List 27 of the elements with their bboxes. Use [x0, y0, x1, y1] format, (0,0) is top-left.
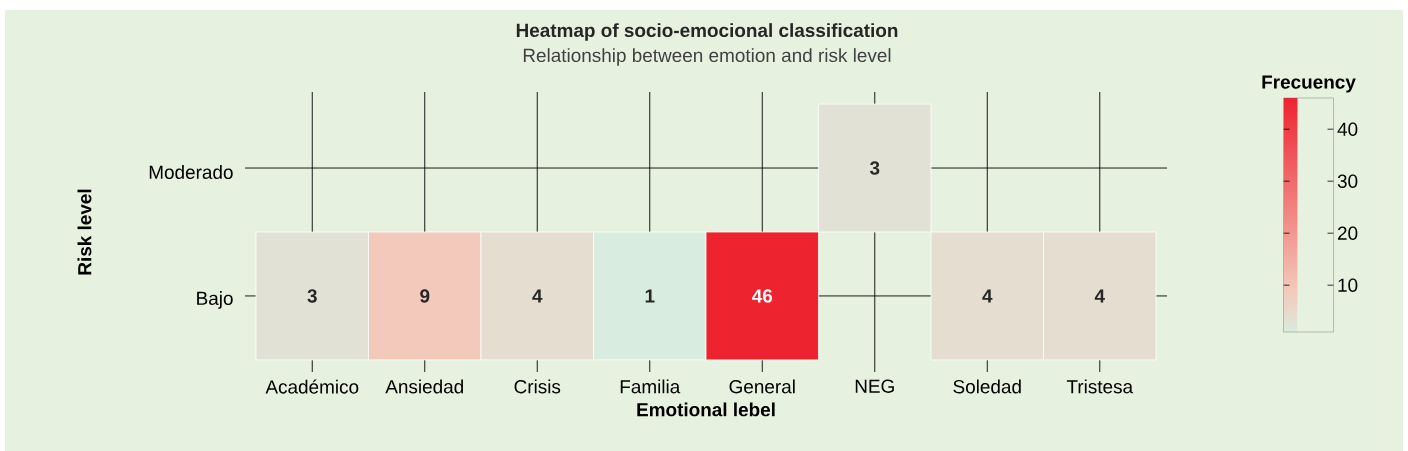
x-tick-label: General: [729, 379, 795, 394]
x-tick-label: Tristesa: [1066, 379, 1134, 394]
x-tick-label: Familia: [620, 379, 681, 394]
chart-title: Heatmap of socio-emocional classification: [516, 23, 898, 41]
data-label: 4: [1094, 289, 1105, 303]
data-label: 1: [645, 289, 655, 303]
x-tick-label: Ansiedad: [385, 379, 463, 394]
color-bar-label: 30: [1337, 174, 1358, 188]
data-label: 3: [307, 289, 317, 303]
x-axis-title: Emotional lebel: [637, 402, 775, 417]
color-bar-label: 20: [1338, 226, 1358, 240]
x-tick-label: Académico: [265, 379, 359, 394]
data-label: 46: [752, 289, 773, 303]
y-axis-title: Risk level: [77, 189, 92, 275]
color-bar-label: 10: [1338, 278, 1358, 292]
chart-subtitle: Relationship between emotion and risk level: [523, 48, 891, 66]
y-tick-label: Moderado: [149, 165, 233, 179]
data-label: 4: [532, 289, 543, 303]
data-label: 9: [420, 289, 430, 303]
color-bar-label: 40: [1337, 122, 1358, 136]
data-label: 3: [869, 161, 880, 175]
x-tick-label: Soledad: [953, 379, 1021, 394]
color-bar-title: Frecuency: [1262, 75, 1356, 93]
data-label: 4: [982, 289, 993, 303]
y-tick-label: Bajo: [197, 291, 233, 309]
x-tick-label: Crisis: [514, 379, 561, 394]
x-tick-label: NEG: [855, 379, 894, 393]
